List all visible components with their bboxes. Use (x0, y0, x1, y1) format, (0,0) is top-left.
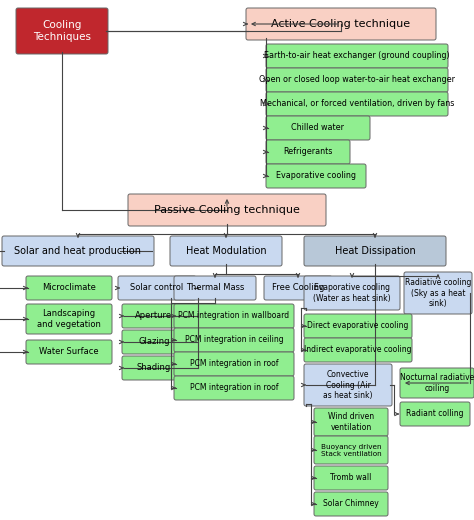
FancyBboxPatch shape (170, 236, 282, 266)
FancyBboxPatch shape (314, 436, 388, 464)
FancyBboxPatch shape (2, 236, 154, 266)
Text: Passive Cooling technique: Passive Cooling technique (154, 205, 300, 215)
FancyBboxPatch shape (400, 402, 470, 426)
FancyBboxPatch shape (314, 466, 388, 490)
FancyBboxPatch shape (174, 328, 294, 352)
FancyBboxPatch shape (128, 194, 326, 226)
Text: Open or closed loop water-to-air heat exchanger: Open or closed loop water-to-air heat ex… (259, 75, 455, 84)
FancyBboxPatch shape (266, 68, 448, 92)
Text: Free Cooling: Free Cooling (272, 283, 324, 292)
FancyBboxPatch shape (304, 338, 412, 362)
FancyBboxPatch shape (266, 164, 366, 188)
Text: Aperture: Aperture (136, 311, 173, 320)
FancyBboxPatch shape (304, 276, 400, 310)
Text: Thermal Mass: Thermal Mass (186, 283, 244, 292)
Text: Shading: Shading (137, 363, 171, 372)
Text: Heat Modulation: Heat Modulation (186, 246, 266, 256)
Text: Wind driven
ventilation: Wind driven ventilation (328, 412, 374, 432)
Text: Chilled water: Chilled water (292, 123, 345, 133)
FancyBboxPatch shape (304, 236, 446, 266)
FancyBboxPatch shape (314, 408, 388, 436)
FancyBboxPatch shape (174, 304, 294, 328)
Text: Direct evaporative cooling: Direct evaporative cooling (307, 321, 409, 331)
Text: PCM integration in roof: PCM integration in roof (190, 384, 278, 393)
Text: Water Surface: Water Surface (39, 347, 99, 357)
FancyBboxPatch shape (266, 140, 350, 164)
Text: Heat Dissipation: Heat Dissipation (335, 246, 415, 256)
Text: Evaporative cooling: Evaporative cooling (276, 172, 356, 180)
FancyBboxPatch shape (314, 492, 388, 516)
Text: Nocturnal radiative
coiling: Nocturnal radiative coiling (400, 373, 474, 393)
FancyBboxPatch shape (26, 304, 112, 334)
Text: Convective
Cooling (Air
as heat sink): Convective Cooling (Air as heat sink) (323, 370, 373, 400)
Text: PCM integration in ceiling: PCM integration in ceiling (185, 335, 283, 344)
Text: Microclimate: Microclimate (42, 283, 96, 292)
Text: Tromb wall: Tromb wall (330, 474, 372, 483)
Text: Active Cooling technique: Active Cooling technique (272, 19, 410, 29)
FancyBboxPatch shape (26, 276, 112, 300)
Text: Indirect evaporative cooling: Indirect evaporative cooling (304, 345, 412, 355)
FancyBboxPatch shape (304, 314, 412, 338)
FancyBboxPatch shape (174, 376, 294, 400)
Text: Radiative cooling
(Sky as a heat
sink): Radiative cooling (Sky as a heat sink) (405, 278, 471, 308)
FancyBboxPatch shape (16, 8, 108, 54)
FancyBboxPatch shape (400, 368, 474, 398)
Text: Mechanical, or forced ventilation, driven by fans: Mechanical, or forced ventilation, drive… (260, 99, 454, 109)
FancyBboxPatch shape (174, 352, 294, 376)
Text: Radiant colling: Radiant colling (406, 410, 464, 419)
Text: Solar Chimney: Solar Chimney (323, 500, 379, 509)
FancyBboxPatch shape (174, 276, 256, 300)
Text: Evaporative cooling
(Water as heat sink): Evaporative cooling (Water as heat sink) (313, 283, 391, 303)
Text: Cooling
Techniques: Cooling Techniques (33, 20, 91, 42)
FancyBboxPatch shape (122, 304, 186, 328)
Text: Solar and heat production: Solar and heat production (15, 246, 142, 256)
FancyBboxPatch shape (404, 272, 472, 314)
FancyBboxPatch shape (266, 92, 448, 116)
FancyBboxPatch shape (118, 276, 196, 300)
Text: Solar control: Solar control (130, 283, 183, 292)
FancyBboxPatch shape (264, 276, 332, 300)
FancyBboxPatch shape (304, 364, 392, 406)
Text: Refrigerants: Refrigerants (283, 148, 333, 157)
Text: Glazing: Glazing (138, 337, 170, 346)
FancyBboxPatch shape (26, 340, 112, 364)
FancyBboxPatch shape (246, 8, 436, 40)
Text: Buoyancy driven
Stack ventilation: Buoyancy driven Stack ventilation (321, 444, 381, 457)
Text: Landscaping
and vegetation: Landscaping and vegetation (37, 309, 101, 329)
FancyBboxPatch shape (266, 44, 448, 68)
Text: PCM integration in roof: PCM integration in roof (190, 359, 278, 369)
FancyBboxPatch shape (122, 356, 186, 380)
Text: PCM integration in wallboard: PCM integration in wallboard (178, 311, 290, 320)
Text: Earth-to-air heat exchanger (ground coupling): Earth-to-air heat exchanger (ground coup… (264, 51, 450, 60)
FancyBboxPatch shape (122, 330, 186, 354)
FancyBboxPatch shape (266, 116, 370, 140)
